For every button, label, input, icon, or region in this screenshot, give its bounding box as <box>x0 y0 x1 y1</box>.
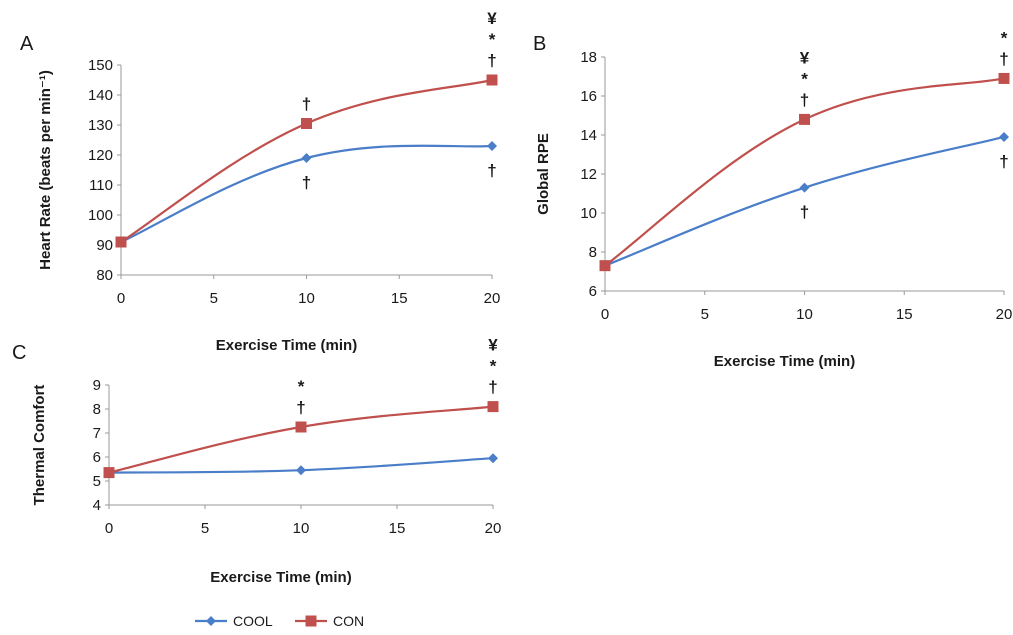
x-axis-title: Exercise Time (min) <box>210 569 351 586</box>
significance-marker: † <box>487 51 496 70</box>
significance-marker: † <box>296 398 305 417</box>
legend: COOL CON <box>195 613 364 629</box>
y-tick-label: 5 <box>93 473 101 490</box>
series-con <box>103 401 499 479</box>
legend-label: COOL <box>233 613 273 629</box>
significance-marker: † <box>800 203 809 222</box>
y-axis-title: Global RPE <box>535 133 552 215</box>
data-point-cool <box>999 131 1009 142</box>
y-tick-label: 150 <box>88 57 113 74</box>
significance-marker: ¥ <box>487 9 497 28</box>
data-point-cool <box>799 182 810 193</box>
chart-panel-c: C 4 5 6 7 8 9 0 5 10 15 20 Exercise Time (min) Therma… <box>12 336 501 586</box>
x-tick-label: 15 <box>391 290 408 307</box>
panel-letter: B <box>533 33 546 55</box>
panel-letter: C <box>12 342 26 364</box>
chart-panel-b: B 6 8 10 12 14 16 18 0 5 10 15 20 Exercise Time (min)… <box>533 28 1012 370</box>
series-cool <box>116 141 497 247</box>
y-axis-title: Thermal Comfort <box>31 385 48 506</box>
x-tick-label: 15 <box>896 306 913 323</box>
legend-swatch-marker <box>206 616 216 626</box>
x-tick-label: 10 <box>298 290 315 307</box>
x-tick-label: 10 <box>796 306 813 323</box>
data-point-cool <box>488 453 498 464</box>
data-point-con <box>115 236 127 248</box>
legend-label: CON <box>333 613 364 629</box>
y-tick-label: 12 <box>580 166 597 183</box>
data-point-cool <box>301 153 312 163</box>
x-axis-title: Exercise Time (min) <box>714 353 855 370</box>
significance-marker: † <box>999 49 1008 68</box>
x-axis-title: Exercise Time (min) <box>216 337 357 354</box>
significance-marker: † <box>800 90 809 109</box>
y-tick-label: 8 <box>93 401 101 418</box>
significance-marker: † <box>487 161 496 180</box>
legend-item-cool: COOL <box>195 613 273 629</box>
y-tick-label: 4 <box>93 497 101 514</box>
x-tick-label: 0 <box>601 306 609 323</box>
significance-marker: * <box>1001 28 1008 47</box>
x-tick-label: 5 <box>210 290 218 307</box>
panel-letter: A <box>20 33 34 55</box>
y-tick-label: 18 <box>580 49 597 66</box>
x-tick-label: 10 <box>293 520 310 537</box>
significance-marker: ¥ <box>488 336 498 355</box>
significance-marker: * <box>801 69 808 88</box>
data-point-con <box>998 72 1010 84</box>
data-point-con <box>486 74 498 86</box>
significance-marker: * <box>489 30 496 49</box>
y-tick-label: 10 <box>580 205 597 222</box>
significance-marker: † <box>302 95 311 114</box>
data-point-cool <box>296 465 306 476</box>
data-point-con <box>301 118 312 129</box>
data-point-con <box>295 421 307 433</box>
data-point-con <box>799 113 810 125</box>
series-con <box>115 74 498 248</box>
series-con <box>599 72 1010 272</box>
data-point-con <box>103 467 115 479</box>
data-point-con <box>487 401 499 413</box>
x-tick-label: 5 <box>701 306 709 323</box>
y-axis-title: Heart Rate (beats per min⁻¹) <box>37 70 54 270</box>
significance-marker: † <box>488 378 497 397</box>
y-tick-label: 90 <box>96 237 113 254</box>
y-tick-label: 130 <box>88 117 113 134</box>
x-tick-label: 20 <box>484 290 501 307</box>
y-tick-label: 80 <box>96 267 113 284</box>
data-point-con <box>599 260 611 272</box>
data-point-cool <box>487 141 497 151</box>
y-tick-label: 140 <box>88 87 113 104</box>
x-tick-label: 20 <box>996 306 1013 323</box>
significance-marker: * <box>298 377 305 396</box>
series-line-cool <box>604 135 1005 267</box>
y-tick-label: 9 <box>93 377 101 394</box>
significance-marker: † <box>302 173 311 192</box>
chart-panel-a: A 80 90 100 110 120 130 140 150 0 5 10 15 20 Exercise … <box>20 9 500 354</box>
y-tick-label: 6 <box>93 449 101 466</box>
y-tick-label: 110 <box>89 177 113 194</box>
legend-swatch-marker <box>305 615 317 627</box>
y-tick-label: 7 <box>93 425 101 442</box>
y-tick-label: 16 <box>580 88 597 105</box>
y-tick-label: 6 <box>589 283 597 300</box>
legend-item-con: CON <box>295 613 364 629</box>
x-tick-label: 0 <box>105 520 113 537</box>
significance-marker: ¥ <box>800 48 810 67</box>
y-tick-label: 100 <box>88 207 113 224</box>
x-tick-label: 5 <box>201 520 209 537</box>
y-tick-label: 8 <box>589 244 597 261</box>
significance-marker: † <box>999 152 1008 171</box>
y-tick-label: 14 <box>580 127 597 144</box>
series-cool <box>600 131 1009 271</box>
x-tick-label: 0 <box>117 290 125 307</box>
significance-marker: * <box>490 357 497 376</box>
x-tick-label: 15 <box>389 520 406 537</box>
series-cool <box>104 453 498 478</box>
x-tick-label: 20 <box>485 520 502 537</box>
y-tick-label: 120 <box>88 147 113 164</box>
